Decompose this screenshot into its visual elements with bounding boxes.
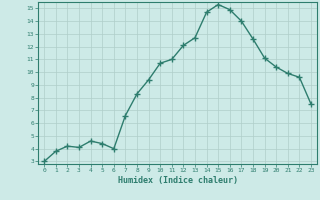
X-axis label: Humidex (Indice chaleur): Humidex (Indice chaleur) bbox=[118, 176, 238, 185]
